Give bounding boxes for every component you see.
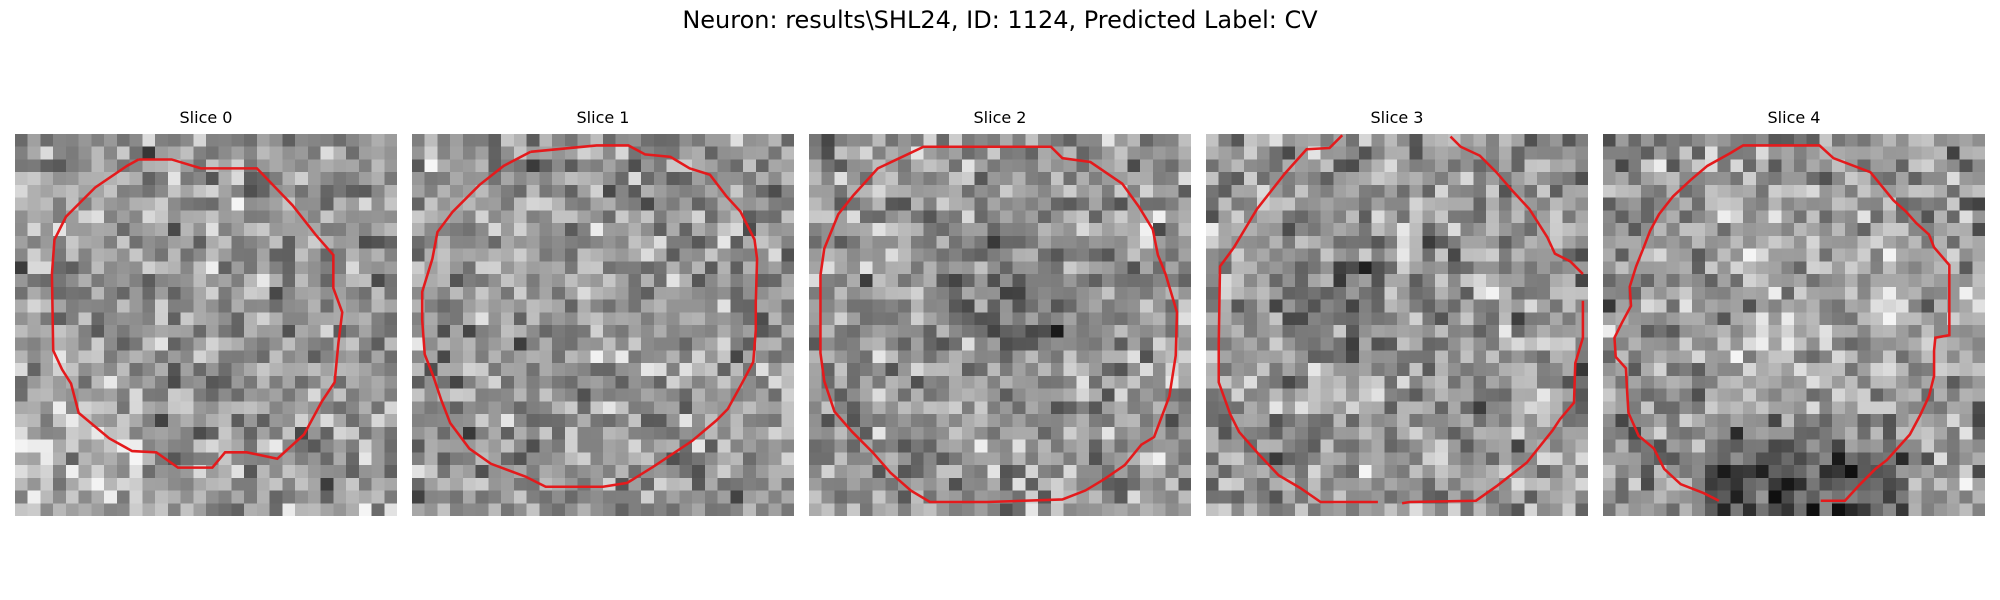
segmentation-contour [1613,144,1951,502]
slice-title: Slice 2 [973,108,1027,127]
segmentation-contour [819,145,1179,504]
segmentation-contour [420,144,759,488]
slice-title: Slice 3 [1370,108,1424,127]
segmentation-contour [50,158,344,469]
slice-title: Slice 0 [179,108,233,127]
slice-image [15,134,397,516]
slice-image [412,134,794,516]
slice-title: Slice 1 [576,108,630,127]
slice-image [809,134,1191,516]
slice-image [1206,134,1588,516]
slice-title: Slice 4 [1767,108,1821,127]
segmentation-contour [1449,135,1584,275]
figure-title: Neuron: results\SHL24, ID: 1124, Predict… [682,6,1318,34]
slice-image [1603,134,1985,516]
segmentation-contour [1217,134,1378,504]
segmentation-contour [1401,300,1585,505]
